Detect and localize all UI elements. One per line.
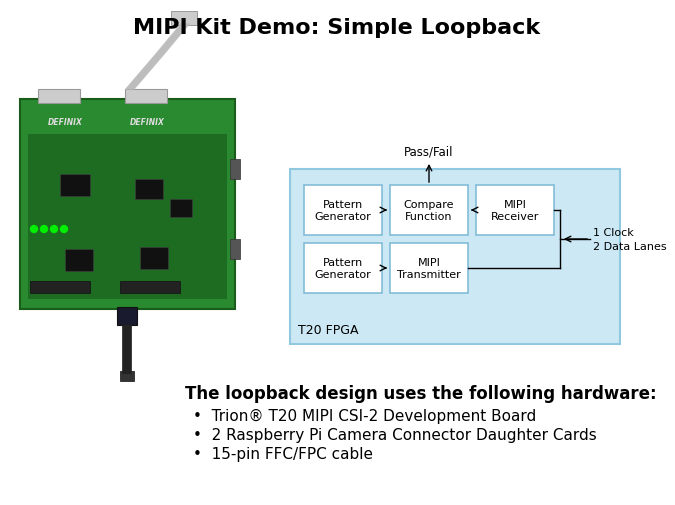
Text: DEFINIX: DEFINIX [48, 117, 83, 126]
Bar [230, 160, 240, 180]
Text: T20 FPGA: T20 FPGA [298, 323, 358, 336]
Text: •  15-pin FFC/FPC cable: • 15-pin FFC/FPC cable [193, 446, 373, 461]
FancyBboxPatch shape [304, 243, 382, 293]
Bar [171, 12, 197, 26]
FancyBboxPatch shape [20, 100, 235, 310]
Bar [125, 90, 167, 104]
Circle shape [51, 226, 57, 233]
Bar [65, 249, 93, 272]
Text: Pass/Fail: Pass/Fail [404, 145, 454, 158]
Bar [120, 281, 180, 293]
Bar [60, 175, 90, 196]
Circle shape [61, 226, 68, 233]
Bar [30, 281, 90, 293]
Text: MIPI Kit Demo: Simple Loopback: MIPI Kit Demo: Simple Loopback [134, 18, 541, 38]
Text: •  2 Raspberry Pi Camera Connector Daughter Cards: • 2 Raspberry Pi Camera Connector Daught… [193, 427, 597, 442]
Text: MIPI
Transmitter: MIPI Transmitter [397, 257, 461, 280]
Circle shape [40, 226, 47, 233]
FancyBboxPatch shape [476, 186, 554, 235]
Bar [135, 180, 163, 199]
Text: MIPI
Receiver: MIPI Receiver [491, 199, 539, 222]
FancyBboxPatch shape [290, 170, 620, 344]
Text: Pattern
Generator: Pattern Generator [315, 257, 371, 280]
Bar [38, 90, 80, 104]
Bar [230, 239, 240, 260]
Text: 1 Clock
2 Data Lanes: 1 Clock 2 Data Lanes [593, 228, 667, 251]
Bar [120, 371, 134, 381]
Text: The loopback design uses the following hardware:: The loopback design uses the following h… [185, 384, 657, 402]
Bar [170, 199, 192, 218]
FancyBboxPatch shape [390, 243, 468, 293]
Text: •  Trion® T20 MIPI CSI-2 Development Board: • Trion® T20 MIPI CSI-2 Development Boar… [193, 408, 536, 423]
Circle shape [30, 226, 38, 233]
Text: DEFINIX: DEFINIX [130, 117, 165, 126]
Text: Compare
Function: Compare Function [404, 199, 454, 222]
FancyBboxPatch shape [390, 186, 468, 235]
FancyBboxPatch shape [304, 186, 382, 235]
FancyBboxPatch shape [28, 135, 227, 299]
Text: Pattern
Generator: Pattern Generator [315, 199, 371, 222]
Bar [140, 247, 168, 270]
Bar [117, 308, 137, 325]
